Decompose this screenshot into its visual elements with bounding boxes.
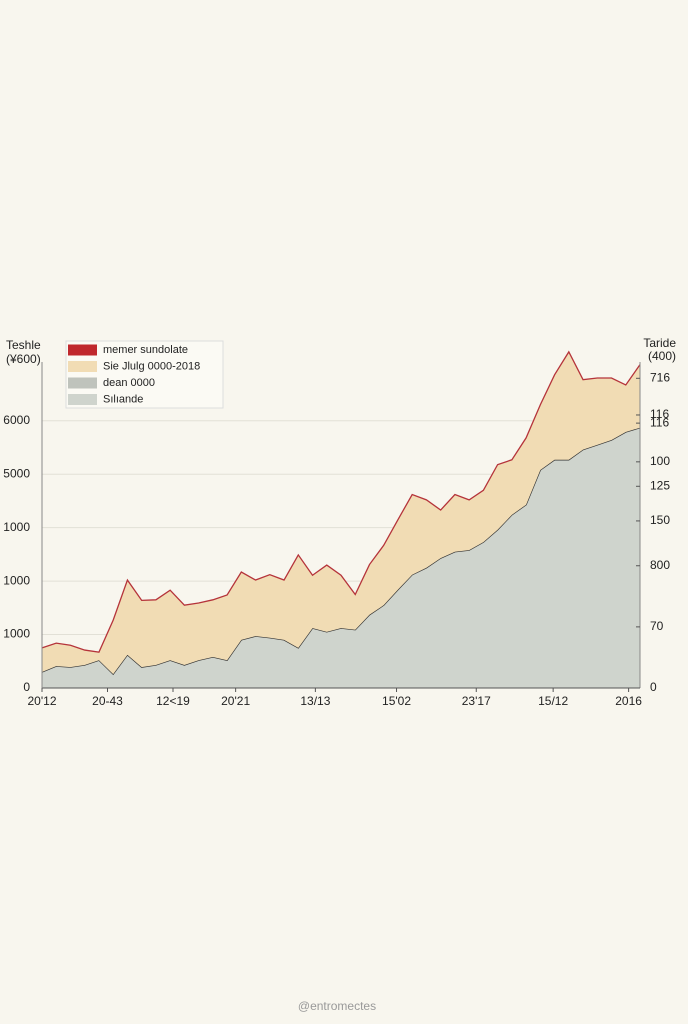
y-axis-title: Teshle	[6, 338, 41, 352]
x-tick-label: 13/13	[300, 694, 330, 708]
x-tick-label: 20'12	[28, 694, 57, 708]
x-tick-label: 15/12	[538, 694, 568, 708]
legend-label: memer sundolate	[103, 344, 188, 356]
y-tick-label: 0	[23, 680, 30, 694]
y2-tick-label: 0	[650, 680, 657, 694]
x-tick-label: 20'21	[221, 694, 250, 708]
legend-label: Sie Jlulg 0000-2018	[103, 360, 200, 372]
y2-tick-label: 800	[650, 558, 670, 572]
x-tick-label: 2016	[615, 694, 642, 708]
legend-label: Sılıande	[103, 393, 143, 405]
area	[42, 427, 640, 688]
x-tick-label: 12<19	[156, 694, 190, 708]
y-tick-label: 1000	[3, 627, 30, 641]
y2-tick-label: 125	[650, 478, 670, 492]
y-tick-label: 6000	[3, 413, 30, 427]
legend-swatch	[68, 394, 97, 405]
y-tick-label: 1000	[3, 520, 30, 534]
x-tick-label: 15'02	[382, 694, 411, 708]
x-tick-label: 23'17	[462, 694, 491, 708]
y-axis-unit: (¥600)	[6, 352, 41, 366]
y2-axis-title: Taride	[643, 336, 676, 350]
area-edge	[41, 350, 641, 653]
watermark: @entromectes	[298, 999, 376, 1013]
legend-swatch	[68, 344, 97, 356]
x-tick-label: 20-43	[92, 694, 123, 708]
y-tick-label: 1000	[3, 573, 30, 587]
y2-tick-label: 100	[650, 454, 670, 468]
legend-swatch	[68, 377, 97, 389]
area	[42, 351, 640, 675]
legend-label: dean 0000	[103, 377, 155, 389]
y2-tick-label: 716	[650, 370, 670, 384]
legend-swatch	[68, 361, 97, 372]
y2-tick-label: 150	[650, 513, 670, 527]
y2-axis-unit: (400)	[648, 349, 676, 363]
y2-tick-label: 116	[650, 415, 669, 429]
y2-tick-label: 70	[650, 619, 664, 633]
y2-tick-label: 116	[650, 407, 669, 421]
y-tick-label: 5000	[3, 466, 30, 480]
